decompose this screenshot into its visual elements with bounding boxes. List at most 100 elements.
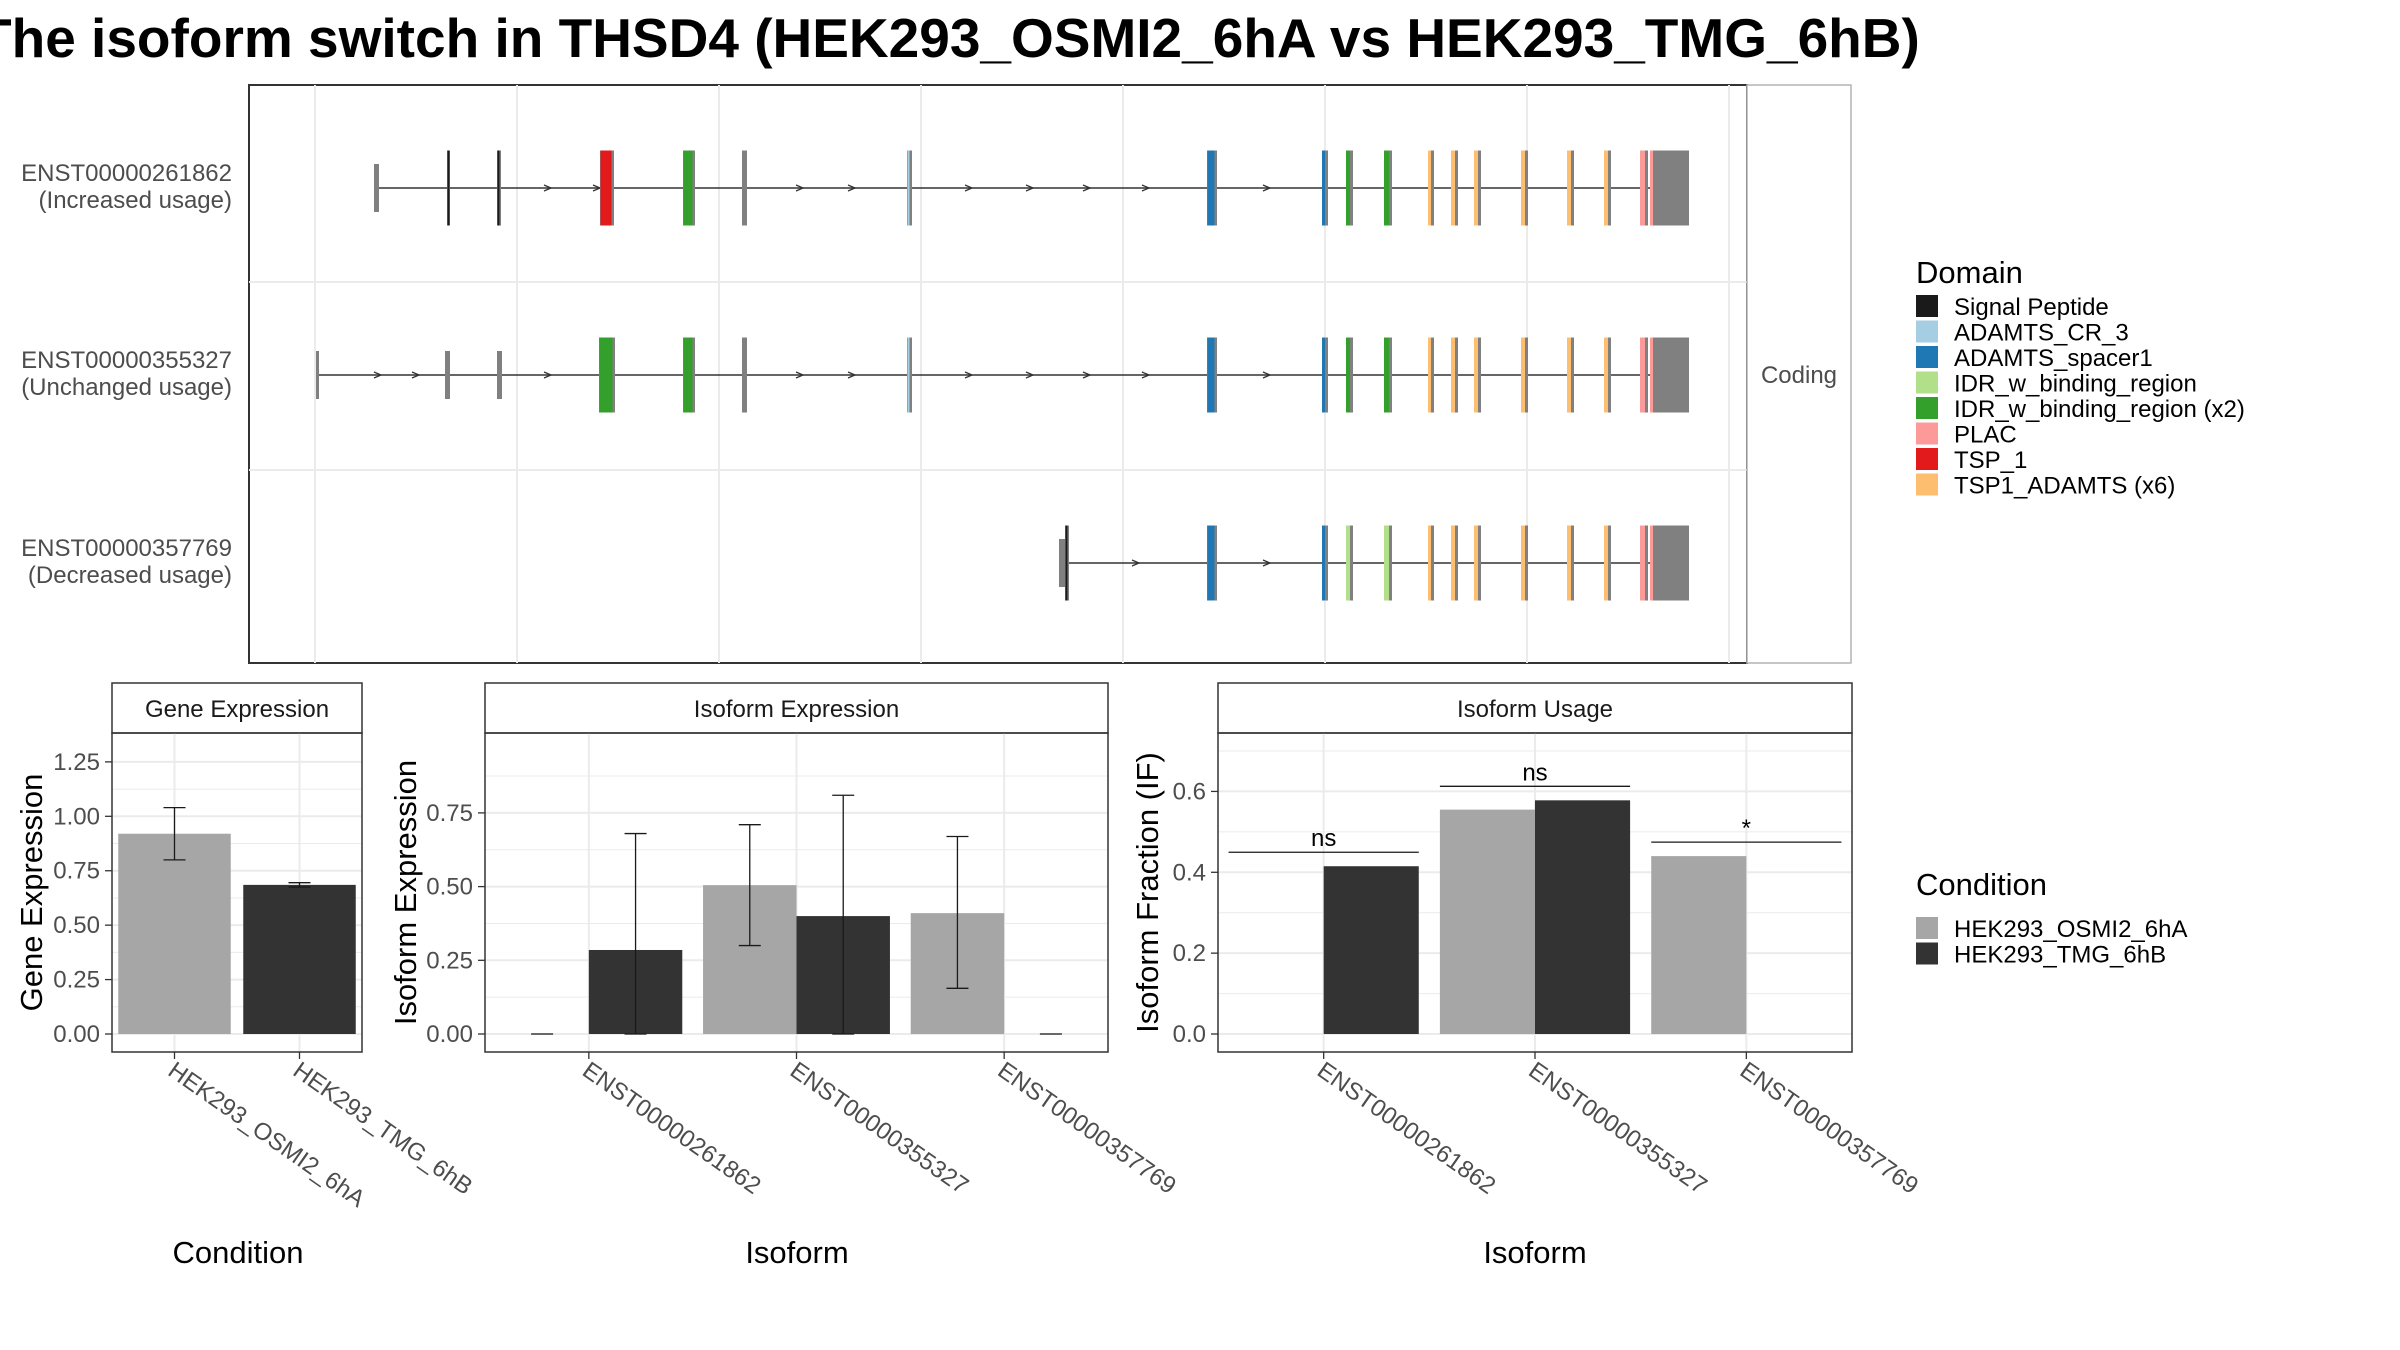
exon — [497, 351, 502, 399]
significance-label: ns — [1311, 825, 1336, 852]
x-tick-label: ENST00000261862 — [577, 1057, 765, 1200]
y-tick-label: 0.4 — [1173, 859, 1206, 886]
domain-segment — [1521, 337, 1525, 413]
domain-legend-swatch — [1916, 320, 1938, 343]
direction-arrow — [795, 371, 805, 379]
domain-segment — [1640, 525, 1645, 601]
domain-segment — [1451, 525, 1455, 601]
significance-label: * — [1742, 815, 1751, 842]
y-tick-label: 0.00 — [53, 1021, 100, 1048]
y-tick-label: 0.00 — [426, 1021, 473, 1048]
domain-segment — [1207, 337, 1215, 413]
chart-strip — [111, 682, 363, 734]
x-tick-label: ENST00000357769 — [1735, 1057, 1923, 1200]
x-tick-label: ENST00000357769 — [993, 1057, 1181, 1200]
x-axis-title: Condition — [173, 1235, 304, 1270]
domain-segment — [1384, 337, 1389, 413]
utr-block — [1653, 337, 1689, 413]
y-axis-title: Isoform Fraction (IF) — [1130, 752, 1165, 1033]
chart-strip — [1217, 682, 1853, 734]
domain-legend-label: ADAMTS_spacer1 — [1954, 345, 2153, 372]
direction-arrow — [1262, 371, 1272, 379]
y-axis-title: Gene Expression — [14, 774, 49, 1012]
domain-segment — [1346, 337, 1350, 413]
transcript-usage-label: (Increased usage) — [39, 187, 232, 214]
y-tick-label: 0.75 — [426, 800, 473, 827]
domain-segment — [1521, 150, 1525, 226]
condition-legend-label: HEK293_OSMI2_6hA — [1954, 916, 2187, 943]
domain-legend-swatch — [1916, 448, 1938, 470]
transcript-track-3 — [1059, 525, 1689, 601]
facet-strip-label: Coding — [1761, 362, 1837, 389]
y-tick-label: 0.50 — [426, 874, 473, 901]
direction-arrow — [964, 371, 974, 379]
domain-legend-label: PLAC — [1954, 422, 2017, 449]
condition-legend-swatch — [1916, 917, 1938, 939]
exon — [1059, 539, 1065, 587]
y-tick-label: 0.2 — [1173, 940, 1206, 967]
domain-segment — [1322, 150, 1325, 226]
domain-legend-swatch — [1916, 295, 1938, 317]
domain-segment — [447, 150, 450, 226]
domain-legend-swatch — [1916, 371, 1938, 394]
domain-segment — [1567, 337, 1571, 413]
domain-segment — [1322, 525, 1325, 601]
x-axis-title: Isoform — [745, 1235, 848, 1270]
significance-label: ns — [1522, 759, 1547, 786]
chart-title: Isoform Usage — [1457, 696, 1613, 723]
chart-title: Isoform Expression — [694, 696, 899, 723]
domain-segment — [1346, 525, 1350, 601]
x-axis-title: Isoform — [1483, 1235, 1586, 1270]
direction-arrow — [543, 371, 553, 379]
transcript-track-2 — [316, 337, 1689, 413]
condition-legend-swatch — [1916, 942, 1938, 965]
exon — [742, 337, 747, 413]
domain-segment — [1428, 525, 1431, 601]
error-bar — [738, 824, 761, 947]
y-tick-label: 0.25 — [426, 947, 473, 974]
chart-isoform-usage: Isoform Usage ns ns * 0.0 0.2 0.4 0.6 ENST000002… — [1130, 682, 1923, 1270]
transcript-label-1: ENST00000261862 (Increased usage) — [21, 160, 232, 214]
chart-bars — [118, 806, 356, 1034]
domain-legend-swatch — [1916, 346, 1938, 368]
y-tick-label: 1.00 — [53, 803, 100, 830]
domain-segment — [1474, 525, 1478, 601]
domain-legend-title: Domain — [1916, 255, 2023, 290]
domain-segment — [1567, 525, 1571, 601]
domain-segment — [1346, 150, 1350, 226]
domain-legend-label: TSP1_ADAMTS (x6) — [1954, 473, 2175, 500]
error-bar — [946, 835, 969, 989]
condition-legend-title: Condition — [1916, 867, 2047, 902]
exon — [374, 164, 379, 212]
domain-segment — [1567, 150, 1571, 226]
direction-arrow — [1025, 184, 1035, 192]
y-axis-ticks: 0.00 0.25 0.50 0.75 1.00 1.25 — [53, 749, 112, 1048]
direction-arrow — [1082, 371, 1092, 379]
bar — [1439, 809, 1535, 1034]
direction-arrow — [964, 184, 974, 192]
exon-edge — [1650, 150, 1653, 226]
domain-legend-label: IDR_w_binding_region (x2) — [1954, 396, 2245, 423]
chart-isoform-expression: Isoform Expression 0.00 0.25 0.50 0.75 ENST00… — [388, 682, 1181, 1270]
x-tick-label: ENST00000355327 — [785, 1057, 973, 1200]
direction-arrow — [1262, 559, 1272, 567]
utr-block — [1653, 150, 1689, 226]
error-bar — [624, 832, 647, 1035]
direction-arrow — [543, 184, 553, 192]
domain-segment — [600, 150, 612, 226]
domain-segment — [1640, 337, 1645, 413]
chart-bars — [531, 794, 1062, 1035]
domain-segment — [1428, 150, 1431, 226]
bar — [1535, 800, 1631, 1034]
domain-segment — [1521, 525, 1525, 601]
transcript-label-2: ENST00000355327 (Unchanged usage) — [21, 347, 232, 401]
domain-segment — [1604, 150, 1608, 226]
error-bar — [163, 806, 186, 861]
domain-segment — [1604, 337, 1608, 413]
x-tick-label: HEK293_OSMI2_6hA — [163, 1057, 370, 1213]
y-axis-ticks: 0.0 0.2 0.4 0.6 — [1173, 778, 1218, 1048]
domain-segment — [1065, 525, 1068, 601]
